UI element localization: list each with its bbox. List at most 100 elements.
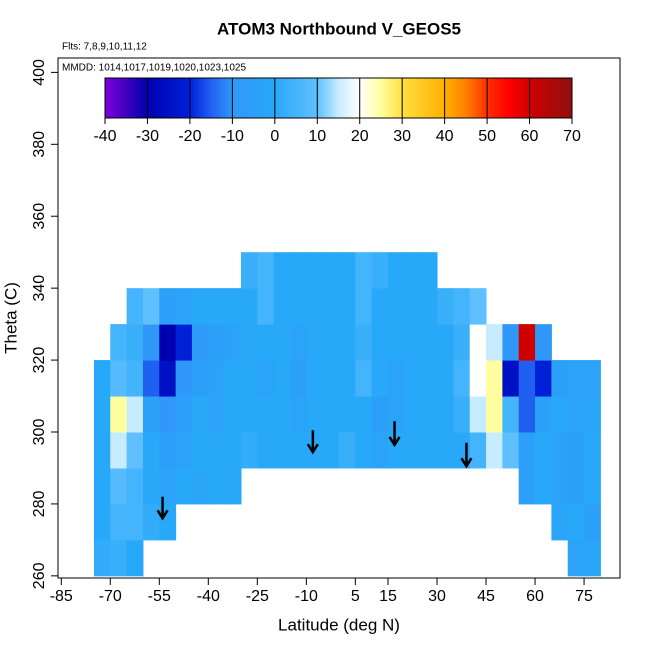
- colorbar-tick-label: -30: [136, 128, 159, 145]
- heat-cell: [224, 467, 242, 505]
- heat-cell: [224, 288, 242, 325]
- heat-cell: [518, 467, 536, 505]
- heat-cell: [420, 324, 438, 361]
- heat-cell: [584, 539, 601, 577]
- heat-cell: [93, 360, 111, 397]
- heat-cell: [584, 396, 601, 433]
- heat-cell: [486, 431, 503, 469]
- heat-cell: [322, 360, 340, 397]
- heat-cell: [208, 288, 226, 325]
- heat-cell: [126, 467, 144, 505]
- heat-cell: [142, 467, 160, 505]
- heat-cell: [371, 324, 389, 361]
- heat-cell: [535, 467, 552, 505]
- heat-cell: [240, 396, 258, 433]
- heat-cell: [388, 324, 405, 361]
- heat-cell: [240, 324, 258, 361]
- heat-cell: [453, 324, 471, 361]
- heat-cell: [502, 360, 520, 397]
- heat-cell: [584, 360, 601, 397]
- heat-cell: [371, 252, 389, 289]
- heat-cell: [469, 431, 487, 469]
- heat-cell: [404, 360, 422, 397]
- heat-cell: [567, 503, 585, 541]
- heat-cell: [159, 360, 177, 397]
- heat-cell: [404, 252, 422, 289]
- heat-cell: [126, 360, 144, 397]
- heat-cell: [469, 324, 487, 361]
- heat-cell: [404, 396, 422, 433]
- heat-cell: [420, 431, 438, 469]
- heat-cell: [535, 360, 552, 397]
- heat-cell: [126, 431, 144, 469]
- x-tick-label: -55: [148, 588, 171, 605]
- heat-cell: [355, 360, 373, 397]
- heat-cell: [159, 431, 177, 469]
- heat-cell: [110, 467, 128, 505]
- heat-cell: [404, 324, 422, 361]
- heat-cell: [371, 288, 389, 325]
- y-tick-label: 400: [31, 59, 48, 86]
- heat-cell: [191, 467, 209, 505]
- x-tick-label: 5: [351, 588, 360, 605]
- heat-cell: [322, 431, 340, 469]
- heat-cell: [371, 396, 389, 433]
- heat-cell: [355, 252, 373, 289]
- heat-cell: [126, 324, 144, 361]
- heat-cell: [224, 396, 242, 433]
- heat-cell: [453, 360, 471, 397]
- heat-cell: [518, 431, 536, 469]
- heat-cell: [551, 431, 569, 469]
- x-tick-label: 75: [575, 588, 593, 605]
- heat-cell: [535, 396, 552, 433]
- y-tick-label: 300: [31, 419, 48, 446]
- heat-cell: [273, 324, 291, 361]
- heat-cell: [175, 288, 193, 325]
- heat-cell: [93, 503, 111, 541]
- arrow-head: [306, 443, 319, 455]
- heat-cell: [240, 288, 258, 325]
- y-tick-label: 380: [31, 131, 48, 158]
- heat-cell: [289, 360, 307, 397]
- heat-cell: [191, 360, 209, 397]
- x-tick-label: -85: [50, 588, 73, 605]
- heat-cell: [518, 396, 536, 433]
- heat-cell: [371, 360, 389, 397]
- heat-cell: [371, 431, 389, 469]
- heat-cell: [388, 396, 405, 433]
- heat-cell: [306, 324, 324, 361]
- y-tick-label: 280: [31, 490, 48, 517]
- heat-cell: [208, 467, 226, 505]
- heat-cell: [142, 396, 160, 433]
- heat-cell: [142, 324, 160, 361]
- heat-cell: [486, 360, 503, 397]
- heat-cell: [486, 396, 503, 433]
- colorbar-tick-label: 0: [270, 128, 279, 145]
- heat-cell: [437, 324, 454, 361]
- heat-cell: [289, 396, 307, 433]
- heat-cell: [567, 431, 585, 469]
- colorbar-tick-label: 10: [308, 128, 326, 145]
- x-tick-label: 45: [477, 588, 495, 605]
- heat-cell: [502, 431, 520, 469]
- heat-cell: [110, 360, 128, 397]
- heat-cell: [535, 431, 552, 469]
- heat-cell: [208, 324, 226, 361]
- heat-cell: [518, 324, 536, 361]
- heat-cell: [388, 252, 405, 289]
- heat-cell: [93, 431, 111, 469]
- heat-cell: [535, 324, 552, 361]
- heat-cell: [339, 288, 356, 325]
- heat-cell: [502, 324, 520, 361]
- heat-cell: [339, 324, 356, 361]
- heat-cell: [142, 288, 160, 325]
- heat-cell: [551, 396, 569, 433]
- heat-cell: [420, 396, 438, 433]
- heat-cell: [469, 360, 487, 397]
- heat-cell: [388, 360, 405, 397]
- colorbar-tick-label: 70: [563, 128, 581, 145]
- heat-cell: [404, 288, 422, 325]
- heat-cell: [273, 252, 291, 289]
- y-tick-label: 260: [31, 562, 48, 589]
- heat-cell: [355, 288, 373, 325]
